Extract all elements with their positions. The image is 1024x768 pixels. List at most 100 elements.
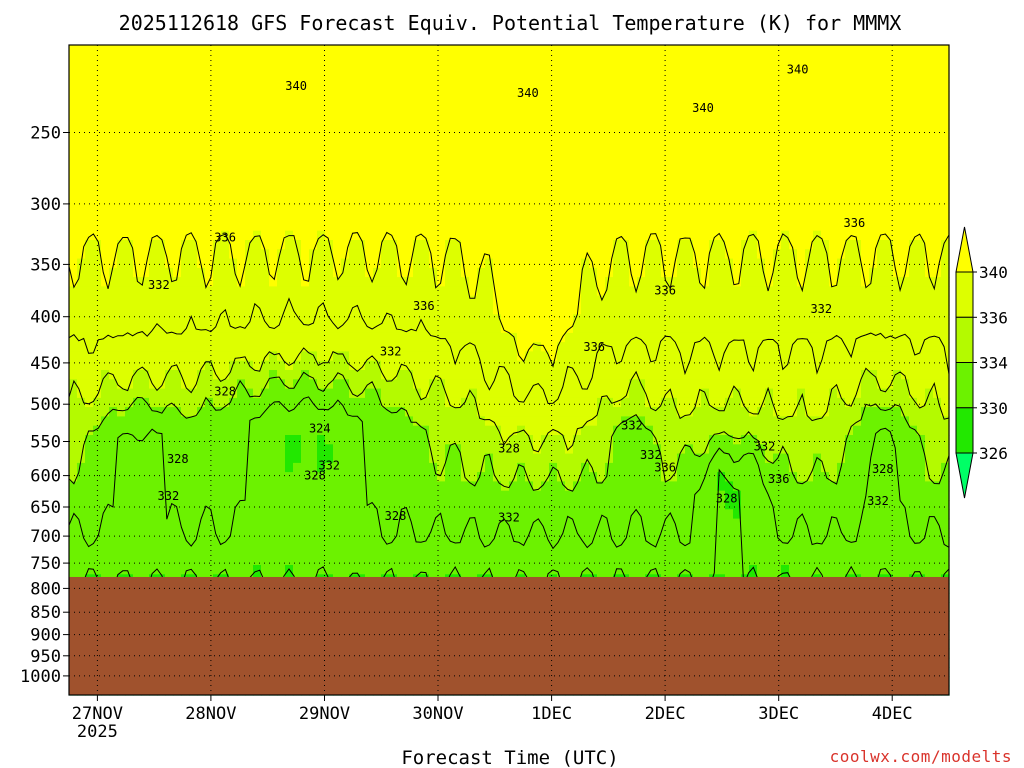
field-cell: [237, 425, 246, 436]
field-cell: [389, 128, 398, 139]
field-cell: [317, 212, 326, 222]
field-cell: [389, 555, 398, 566]
field-cell: [637, 100, 646, 111]
field-cell: [133, 221, 142, 232]
field-cell: [517, 332, 526, 343]
field-cell: [189, 360, 198, 371]
field-cell: [77, 63, 86, 74]
field-cell: [589, 45, 598, 55]
field-cell: [173, 425, 182, 436]
field-cell: [605, 193, 614, 204]
field-cell: [517, 249, 526, 260]
field-cell: [565, 407, 574, 417]
field-cell: [525, 221, 534, 232]
field-cell: [493, 527, 502, 538]
field-cell: [629, 295, 638, 306]
field-cell: [629, 72, 638, 83]
field-cell: [197, 267, 206, 278]
field-cell: [613, 165, 622, 176]
field-cell: [317, 184, 326, 195]
field-cell: [581, 379, 590, 390]
field-cell: [229, 82, 238, 92]
field-cell: [181, 351, 190, 362]
field-cell: [349, 509, 358, 520]
field-cell: [165, 444, 174, 455]
field-cell: [397, 249, 406, 260]
field-cell: [205, 388, 214, 399]
field-cell: [245, 147, 254, 157]
field-cell: [157, 527, 166, 538]
field-cell: [629, 379, 638, 390]
field-cell: [181, 555, 190, 566]
field-cell: [133, 379, 142, 390]
field-cell: [589, 286, 598, 297]
field-cell: [109, 509, 118, 520]
field-cell: [221, 351, 230, 362]
field-cell: [453, 305, 462, 315]
field-cell: [365, 397, 374, 408]
field-cell: [213, 128, 222, 139]
field-cell: [493, 407, 502, 417]
field-cell: [453, 258, 462, 269]
field-cell: [557, 221, 566, 232]
field-cell: [621, 351, 630, 362]
field-cell: [445, 221, 454, 232]
field-cell: [221, 481, 230, 492]
field-cell: [69, 137, 78, 148]
field-cell: [333, 527, 342, 538]
field-cell: [405, 100, 414, 111]
field-cell: [549, 472, 558, 482]
field-cell: [541, 360, 550, 371]
field-cell: [429, 277, 438, 287]
field-cell: [333, 305, 342, 315]
field-cell: [589, 565, 598, 575]
field-cell: [477, 370, 486, 380]
field-cell: [109, 565, 118, 575]
field-cell: [597, 342, 606, 352]
field-cell: [357, 518, 366, 529]
field-cell: [533, 286, 542, 297]
field-cell: [205, 267, 214, 278]
field-cell: [133, 212, 142, 222]
field-cell: [445, 323, 454, 334]
field-cell: [437, 54, 446, 65]
field-cell: [445, 128, 454, 139]
field-cell: [141, 425, 150, 436]
field-cell: [557, 258, 566, 269]
field-cell: [205, 416, 214, 427]
field-cell: [565, 509, 574, 520]
field-cell: [405, 388, 414, 399]
field-cell: [541, 379, 550, 390]
field-cell: [93, 314, 102, 325]
field-cell: [85, 91, 94, 102]
field-cell: [221, 267, 230, 278]
field-cell: [69, 72, 78, 83]
field-cell: [573, 462, 582, 473]
field-cell: [477, 397, 486, 408]
field-cell: [165, 370, 174, 380]
field-cell: [469, 490, 478, 501]
field-cell: [213, 555, 222, 566]
field-cell: [581, 388, 590, 399]
field-cell: [341, 267, 350, 278]
field-cell: [149, 397, 158, 408]
field-cell: [501, 184, 510, 195]
field-cell: [157, 481, 166, 492]
field-cell: [405, 91, 414, 102]
field-cell: [85, 184, 94, 195]
field-cell: [445, 110, 454, 120]
field-cell: [197, 527, 206, 538]
field-cell: [93, 397, 102, 408]
field-cell: [421, 137, 430, 148]
field-cell: [317, 249, 326, 260]
field-cell: [381, 258, 390, 269]
field-cell: [621, 453, 630, 464]
field-cell: [181, 407, 190, 417]
field-cell: [357, 444, 366, 455]
field-cell: [221, 175, 230, 185]
field-cell: [189, 240, 198, 250]
field-cell: [133, 453, 142, 464]
field-cell: [333, 63, 342, 74]
field-cell: [525, 258, 534, 269]
field-cell: [221, 156, 230, 167]
